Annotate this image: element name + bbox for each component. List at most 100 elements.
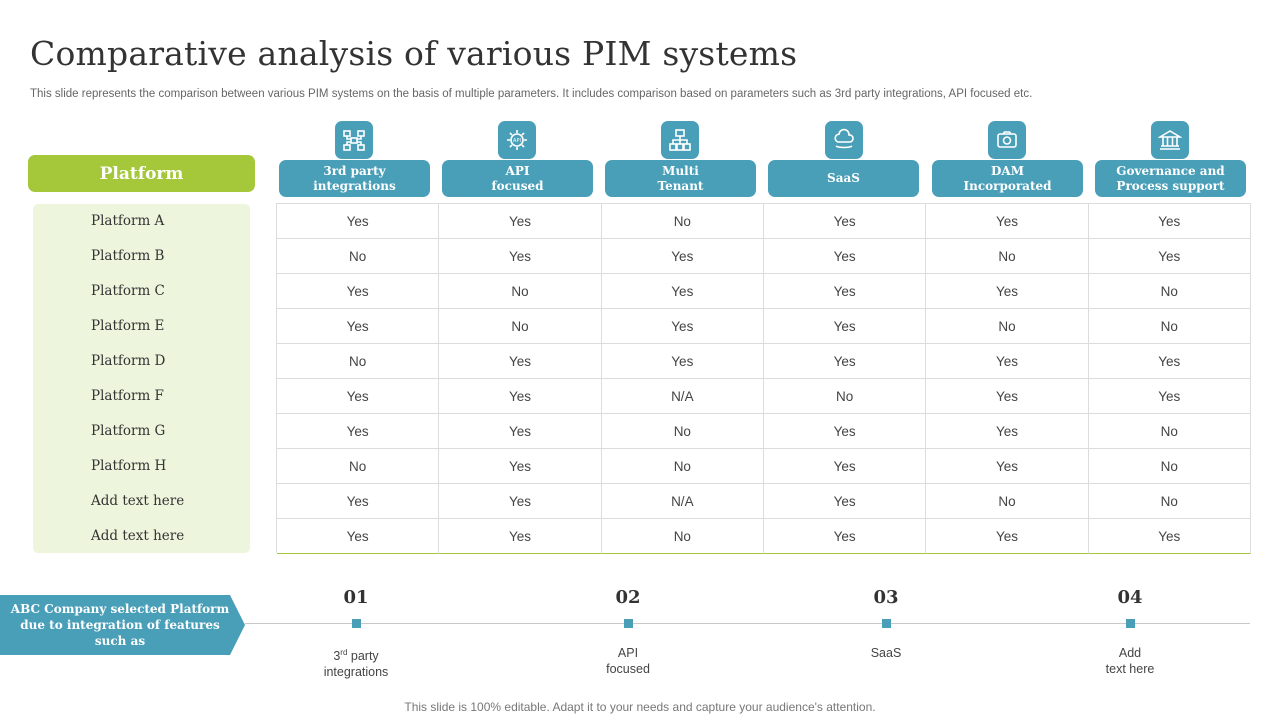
column-header-dam: DAM Incorporated <box>932 160 1083 197</box>
table-cell: Yes <box>926 274 1089 309</box>
table-cell: Yes <box>926 449 1089 484</box>
table-cell: No <box>926 484 1089 519</box>
step-label: 3rd party integrations <box>296 645 416 680</box>
step-label-text: API focused <box>606 646 650 676</box>
platform-name: Platform F <box>91 387 164 404</box>
dam-icon <box>988 121 1026 159</box>
table-cell: Yes <box>763 484 927 519</box>
step-label-text: party integrations <box>323 649 389 680</box>
platform-name: Platform B <box>91 247 165 264</box>
timeline-marker <box>1125 619 1135 628</box>
table-cell: No <box>439 309 602 344</box>
svg-text:API: API <box>513 138 521 144</box>
table-cell: Yes <box>439 484 602 519</box>
table-cell: Yes <box>439 344 602 379</box>
table-cell: Yes <box>1088 239 1251 274</box>
platform-panel <box>33 204 250 553</box>
table-cell: No <box>601 204 764 239</box>
table-cell: No <box>277 449 440 484</box>
table-cell: N/A <box>601 484 764 519</box>
timeline-marker <box>881 619 891 628</box>
governance-building-icon <box>1151 121 1189 159</box>
network-icon <box>661 121 699 159</box>
table-cell: No <box>926 239 1089 274</box>
api-gear-icon: API <box>498 121 536 159</box>
table-cell: Yes <box>1088 519 1251 554</box>
table-cell: Yes <box>277 274 440 309</box>
saas-cloud-icon <box>825 121 863 159</box>
table-cell: Yes <box>439 204 602 239</box>
table-row: No Yes Yes Yes Yes Yes <box>277 344 1251 379</box>
table-cell: No <box>926 309 1089 344</box>
table-row: No Yes No Yes Yes No <box>277 449 1251 484</box>
table-cell: Yes <box>1088 204 1251 239</box>
page-title: Comparative analysis of various PIM syst… <box>30 34 798 73</box>
integration-icon <box>335 121 373 159</box>
platform-name: Platform H <box>91 457 167 474</box>
table-cell: No <box>277 239 440 274</box>
table-cell: Yes <box>763 239 927 274</box>
table-row: Yes Yes No Yes Yes No <box>277 414 1251 449</box>
table-cell: Yes <box>439 239 602 274</box>
table-cell: Yes <box>439 449 602 484</box>
table-cell: Yes <box>277 484 440 519</box>
callout-text: ABC Company selected Platform due to int… <box>10 602 230 648</box>
table-cell: No <box>1088 484 1251 519</box>
column-header-3rd-party: 3rd party integrations <box>279 160 430 197</box>
table-cell: Yes <box>439 379 602 414</box>
table-cell: Yes <box>277 414 440 449</box>
table-row: Yes No Yes Yes No No <box>277 309 1251 344</box>
table-cell: Yes <box>763 309 927 344</box>
table-cell: Yes <box>763 519 927 554</box>
table-row: Yes No Yes Yes Yes No <box>277 274 1251 309</box>
platform-name: Platform A <box>91 212 165 229</box>
timeline-marker <box>351 619 361 628</box>
step-number: 03 <box>873 587 899 608</box>
step-number: 04 <box>1117 587 1143 608</box>
table-row: Yes Yes No Yes Yes Yes <box>277 519 1251 554</box>
table-row: Yes Yes N/A No Yes Yes <box>277 379 1251 414</box>
platform-header: Platform <box>28 155 255 192</box>
table-cell: No <box>1088 449 1251 484</box>
table-cell: Yes <box>277 204 440 239</box>
step-number: 02 <box>615 587 641 608</box>
step-number: 01 <box>343 587 369 608</box>
table-cell: No <box>439 274 602 309</box>
platform-name: Platform D <box>91 352 166 369</box>
step-label: API focused <box>568 645 688 677</box>
platform-name: Add text here <box>91 527 185 544</box>
table-row: Yes Yes No Yes Yes Yes <box>277 204 1251 239</box>
table-cell: N/A <box>601 379 764 414</box>
footer-note: This slide is 100% editable. Adapt it to… <box>404 700 876 714</box>
table-cell: No <box>277 344 440 379</box>
table-cell: Yes <box>601 274 764 309</box>
step-label-text: 3 <box>333 649 341 664</box>
platform-name: Platform G <box>91 422 166 439</box>
table-row: Yes Yes N/A Yes No No <box>277 484 1251 519</box>
table-cell: No <box>1088 309 1251 344</box>
table-cell: Yes <box>439 519 602 554</box>
table-cell: Yes <box>439 414 602 449</box>
table-cell: Yes <box>277 519 440 554</box>
column-header-saas: SaaS <box>768 160 919 197</box>
table-cell: Yes <box>277 309 440 344</box>
table-cell: Yes <box>601 309 764 344</box>
table-cell: Yes <box>763 344 927 379</box>
platform-name: Platform C <box>91 282 165 299</box>
table-cell: Yes <box>1088 344 1251 379</box>
table-cell: No <box>601 414 764 449</box>
table-cell: Yes <box>926 379 1089 414</box>
column-header-multi-tenant: Multi Tenant <box>605 160 756 197</box>
comparison-table: Yes Yes No Yes Yes Yes No Yes Yes Yes No Yes Yes No Ye… <box>276 203 1251 554</box>
table-cell: Yes <box>1088 379 1251 414</box>
step-label-text: Add text here <box>1105 646 1155 676</box>
table-cell: Yes <box>277 379 440 414</box>
table-cell: No <box>763 379 927 414</box>
platform-name: Platform E <box>91 317 165 334</box>
column-header-api: API focused <box>442 160 593 197</box>
step-label-text: SaaS <box>870 646 902 660</box>
table-cell: Yes <box>763 274 927 309</box>
table-cell: No <box>1088 274 1251 309</box>
table-cell: Yes <box>926 344 1089 379</box>
table-cell: No <box>601 449 764 484</box>
